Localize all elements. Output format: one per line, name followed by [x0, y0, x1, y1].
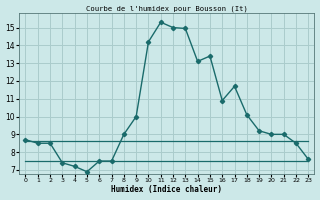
Title: Courbe de l'humidex pour Bousson (It): Courbe de l'humidex pour Bousson (It)	[86, 6, 248, 12]
X-axis label: Humidex (Indice chaleur): Humidex (Indice chaleur)	[111, 185, 222, 194]
